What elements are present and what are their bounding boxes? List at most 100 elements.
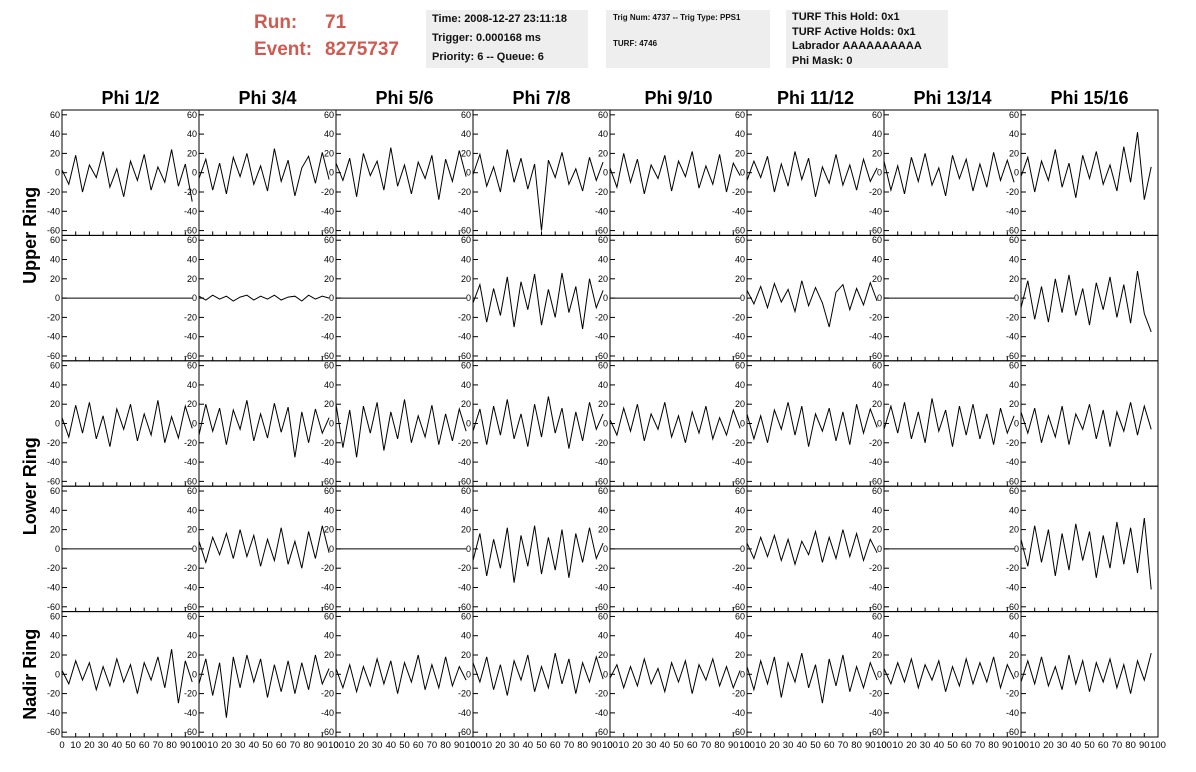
x-tick-label: 50 xyxy=(810,740,821,751)
y-tick-label: -40 xyxy=(595,582,608,592)
y-tick-label: -40 xyxy=(47,206,60,216)
y-tick-label: 20 xyxy=(461,148,471,158)
y-tick-label: 0 xyxy=(329,419,334,429)
x-tick-label: 100 xyxy=(465,740,481,751)
y-tick-label: 60 xyxy=(50,486,60,496)
y-tick-label: -20 xyxy=(321,312,334,322)
y-tick-label: -60 xyxy=(321,351,334,361)
y-tick-label: 20 xyxy=(872,525,882,535)
x-tick-label: 20 xyxy=(495,740,506,751)
y-tick-label: 60 xyxy=(50,110,60,120)
x-tick-label: 50 xyxy=(1084,740,1095,751)
y-tick-label: -40 xyxy=(458,332,471,342)
panel-frame xyxy=(1020,611,1159,738)
y-tick-label: 20 xyxy=(735,399,745,409)
waveform xyxy=(883,656,1015,692)
y-tick-label: 0 xyxy=(192,419,197,429)
y-tick-label: 20 xyxy=(187,650,197,660)
x-tick-label: 60 xyxy=(413,740,424,751)
panel-frame xyxy=(746,109,885,236)
y-tick-label: -60 xyxy=(184,476,197,486)
y-tick-label: -20 xyxy=(458,438,471,448)
y-tick-label: -60 xyxy=(869,727,882,737)
y-tick-label: 0 xyxy=(55,293,60,303)
event-number: 8275737 xyxy=(325,39,399,60)
x-tick-label: 70 xyxy=(427,740,438,751)
y-tick-label: 20 xyxy=(187,525,197,535)
x-tick-label: 40 xyxy=(660,740,671,751)
x-tick-label: 50 xyxy=(125,740,136,751)
y-tick-label: 60 xyxy=(1009,235,1019,245)
y-tick-label: -20 xyxy=(595,689,608,699)
y-tick-label: 0 xyxy=(1014,544,1019,554)
x-tick-label: 90 xyxy=(1139,740,1150,751)
y-tick-label: 0 xyxy=(192,544,197,554)
x-tick-label: 0 xyxy=(881,740,886,751)
y-tick-label: 60 xyxy=(187,486,197,496)
y-tick-label: -60 xyxy=(595,476,608,486)
y-tick-label: -60 xyxy=(1006,476,1019,486)
x-tick-label: 90 xyxy=(454,740,465,751)
y-tick-label: 20 xyxy=(598,274,608,284)
column-title: Phi 13/14 xyxy=(913,88,991,108)
y-tick-label: 0 xyxy=(603,544,608,554)
y-tick-label: -60 xyxy=(869,602,882,612)
x-tick-label: 40 xyxy=(386,740,397,751)
x-tick-label: 100 xyxy=(602,740,618,751)
y-tick-label: 40 xyxy=(598,255,608,265)
ring-label: Nadir Ring xyxy=(20,629,40,720)
info-line: Priority: 6 -- Queue: 6 xyxy=(432,51,544,63)
waveform xyxy=(746,151,878,197)
y-tick-label: 20 xyxy=(461,399,471,409)
y-tick-label: 60 xyxy=(324,110,334,120)
x-tick-label: 0 xyxy=(607,740,612,751)
info-line: Trigger: 0.000168 ms xyxy=(432,32,541,44)
y-tick-label: 40 xyxy=(50,129,60,139)
y-tick-label: 60 xyxy=(461,486,471,496)
y-tick-label: -60 xyxy=(595,727,608,737)
y-tick-label: -60 xyxy=(458,476,471,486)
column-title: Phi 11/12 xyxy=(777,88,854,108)
panel-frame xyxy=(61,109,200,236)
y-tick-label: 40 xyxy=(735,380,745,390)
waveform xyxy=(472,525,604,583)
waveform xyxy=(609,151,741,195)
column-title: Phi 15/16 xyxy=(1050,88,1128,108)
panel-frame xyxy=(883,109,1022,236)
y-tick-label: -20 xyxy=(1006,563,1019,573)
x-tick-label: 10 xyxy=(1029,740,1040,751)
y-tick-label: 60 xyxy=(187,611,197,621)
x-tick-label: 20 xyxy=(358,740,369,751)
y-tick-label: -20 xyxy=(1006,689,1019,699)
x-tick-label: 10 xyxy=(618,740,629,751)
y-tick-label: -40 xyxy=(595,206,608,216)
y-tick-label: -40 xyxy=(869,708,882,718)
x-tick-label: 0 xyxy=(470,740,475,751)
y-tick-label: 40 xyxy=(50,380,60,390)
y-tick-label: 40 xyxy=(324,631,334,641)
x-tick-label: 10 xyxy=(70,740,81,751)
y-tick-label: 60 xyxy=(598,235,608,245)
waveform xyxy=(1020,271,1152,333)
panel-frame xyxy=(472,234,611,362)
y-tick-label: -20 xyxy=(1006,312,1019,322)
waveform xyxy=(472,149,604,231)
x-tick-label: 50 xyxy=(947,740,958,751)
y-tick-label: -60 xyxy=(184,351,197,361)
y-tick-label: -40 xyxy=(321,332,334,342)
x-tick-label: 70 xyxy=(153,740,164,751)
y-tick-label: -60 xyxy=(184,226,197,236)
panel-frame xyxy=(1020,109,1159,236)
y-tick-label: -40 xyxy=(184,582,197,592)
y-tick-label: -40 xyxy=(869,582,882,592)
y-tick-label: -40 xyxy=(47,708,60,718)
y-tick-label: 40 xyxy=(187,129,197,139)
y-tick-label: -20 xyxy=(47,689,60,699)
y-tick-label: 20 xyxy=(324,148,334,158)
y-tick-label: 0 xyxy=(1014,669,1019,679)
y-tick-label: 60 xyxy=(1009,110,1019,120)
y-tick-label: -60 xyxy=(732,602,745,612)
y-tick-label: 0 xyxy=(192,669,197,679)
y-tick-label: 20 xyxy=(735,274,745,284)
